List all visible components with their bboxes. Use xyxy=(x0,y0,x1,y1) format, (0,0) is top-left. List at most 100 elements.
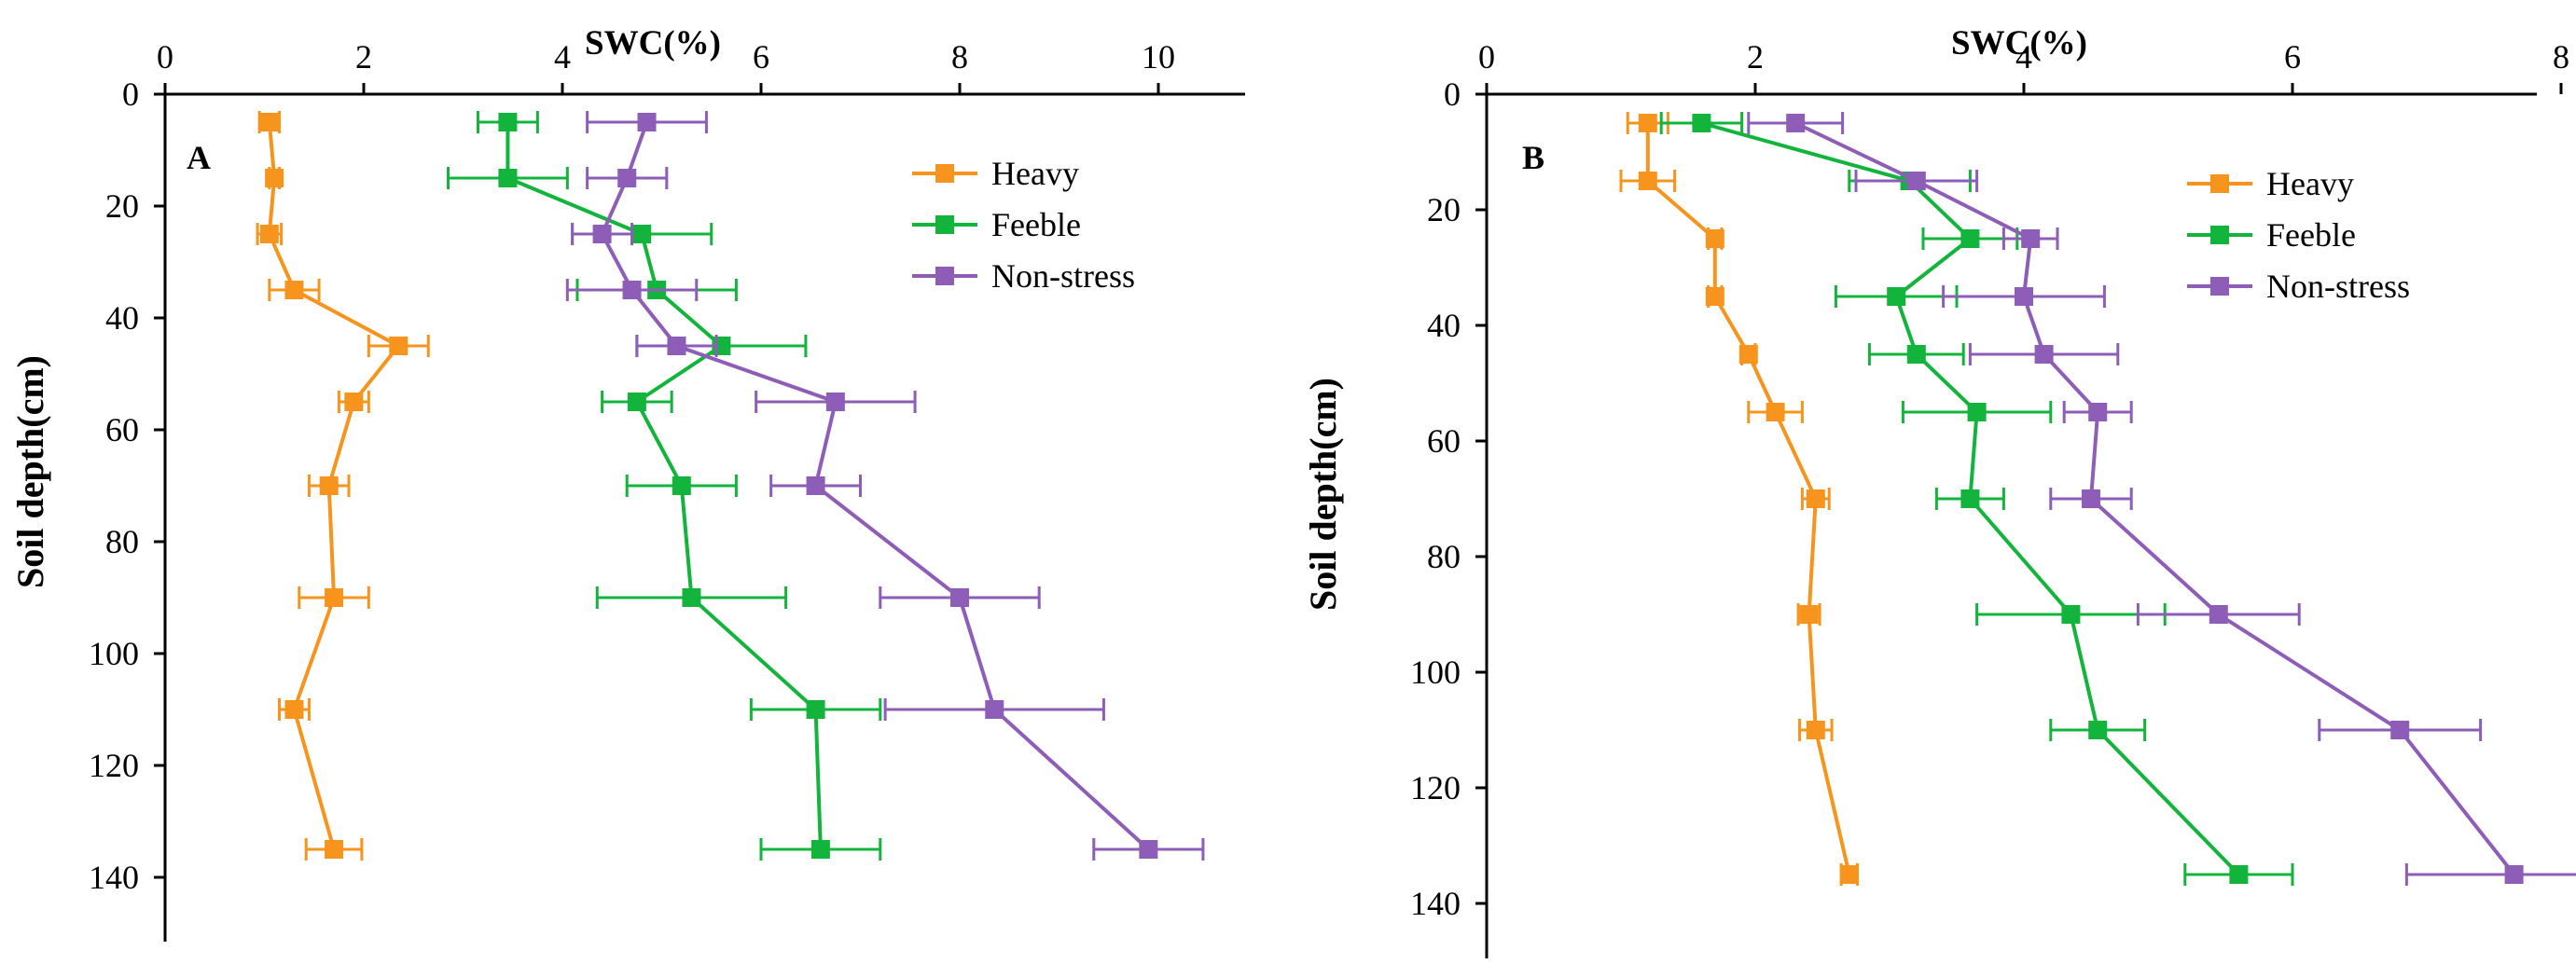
panel-b-x-tick-label: 0 xyxy=(1478,38,1495,76)
panel-b-x-tick-label: 6 xyxy=(2284,38,2301,76)
panel-b-heavy-point xyxy=(1766,403,1785,421)
panel-a-feeble-point xyxy=(498,169,518,187)
panel-a-feeble-line xyxy=(506,122,823,850)
panel-b-y-tick-label: 140 xyxy=(1410,885,1461,922)
panel-a-non-stress-point xyxy=(622,281,642,299)
panel-b-y-tick-label: 80 xyxy=(1427,538,1461,575)
panel-b-feeble-point xyxy=(1906,345,1926,364)
panel-a-non-stress-line xyxy=(600,121,1150,851)
panel-a-y-tick-label: 80 xyxy=(105,523,139,560)
panel-b-y-tick-label: 40 xyxy=(1427,307,1461,344)
panel-a-heavy-point xyxy=(284,281,304,299)
panel-b: B SWC(%) Soil depth(cm) 0 2 4 6 802040608010… xyxy=(1302,24,2576,958)
panel-b-non-stress-point xyxy=(2209,605,2228,624)
panel-a-heavy-point xyxy=(325,588,344,607)
panel-a-legend-marker xyxy=(935,267,954,285)
panel-b-heavy-point xyxy=(1638,114,1657,132)
panel-b-non-stress-point xyxy=(2082,489,2100,508)
panel-b-heavy-point xyxy=(1839,865,1859,884)
panel-a-x-tick-label: 8 xyxy=(951,38,968,76)
panel-b-legend-item-non-stress: Non-stress xyxy=(2187,268,2410,305)
panel-a-y-tick-label: 60 xyxy=(105,411,139,448)
panel-a-non-stress-point xyxy=(1139,840,1158,859)
panel-b-feeble-point xyxy=(2229,865,2249,884)
panel-a-y-tick-label: 0 xyxy=(122,76,139,113)
panel-a-x-tick-label: 4 xyxy=(554,38,571,76)
panel-b-y-tick-label: 120 xyxy=(1410,769,1461,806)
panel-b-feeble-point xyxy=(1960,489,1980,508)
panel-b-x-tick-label: 4 xyxy=(2015,38,2032,76)
panel-b-series-feeble xyxy=(1659,112,2294,886)
panel-b-legend-label: Heavy xyxy=(2266,165,2354,202)
panel-a-heavy-point xyxy=(265,169,284,187)
panel-a-legend-label: Non-stress xyxy=(991,257,1135,295)
panel-a-legend-item-heavy: Heavy xyxy=(912,155,1079,192)
panel-a-x-tick-label: 2 xyxy=(355,38,372,76)
panel-b-legend-label: Non-stress xyxy=(2266,268,2410,305)
panel-a-y-tick-label: 100 xyxy=(89,635,139,672)
panel-b-legend-marker xyxy=(2210,174,2229,193)
panel-a-series-heavy xyxy=(256,111,430,861)
panel-a-feeble-point xyxy=(627,393,646,411)
panel-b-non-stress-point xyxy=(1906,172,1926,190)
panel-b-feeble-point xyxy=(1887,287,1906,306)
panel-a-feeble-point xyxy=(810,840,830,859)
panel-a-y-tick-label: 140 xyxy=(89,859,139,896)
panel-b-x-tick-label: 8 xyxy=(2553,38,2569,76)
panel-b-non-stress-line xyxy=(1794,121,2516,876)
panel-b-heavy-point xyxy=(1638,172,1657,190)
panel-a-legend-item-feeble: Feeble xyxy=(912,206,1081,243)
panel-b-non-stress-point xyxy=(2390,721,2410,739)
panel-a-non-stress-point xyxy=(950,588,969,607)
panel-a-heavy-point xyxy=(284,700,304,719)
panel-a-non-stress-point xyxy=(825,393,845,411)
panel-a-feeble-point xyxy=(682,588,701,607)
panel-b-heavy-point xyxy=(1705,287,1724,306)
panel-b-heavy-point xyxy=(1806,721,1825,739)
panel-a-non-stress-point xyxy=(806,476,825,495)
panel-a-series-non-stress xyxy=(565,111,1205,861)
panel-a-legend-marker xyxy=(935,164,954,183)
panel-a-heavy-point xyxy=(259,113,279,131)
panel-b-non-stress-point xyxy=(1786,114,1806,132)
panel-b-legend-label: Feeble xyxy=(2266,216,2356,254)
panel-b-feeble-point xyxy=(1692,114,1711,132)
panel-a-heavy-line xyxy=(267,121,402,850)
panel-a-x-axis-title: SWC(%) xyxy=(585,24,721,62)
panel-a-heavy-point xyxy=(389,337,409,355)
panel-a-y-tick-label: 40 xyxy=(105,299,139,337)
panel-a-feeble-point xyxy=(498,113,518,131)
panel-b-heavy-point xyxy=(1799,605,1819,624)
panel-b-feeble-point xyxy=(1967,403,1987,421)
panel-b-feeble-point xyxy=(1960,229,1980,248)
panel-b-series-non-stress xyxy=(1747,112,2576,886)
panel-b-non-stress-point xyxy=(2504,865,2524,884)
panel-a-heavy-point xyxy=(259,225,279,243)
panel-b-legend-item-feeble: Feeble xyxy=(2187,216,2356,254)
panel-b-x-tick-label: 2 xyxy=(1747,38,1764,76)
panel-a-heavy-point xyxy=(344,393,364,411)
panel-b-legend-marker xyxy=(2210,226,2229,244)
panel-b-heavy-point xyxy=(1705,229,1724,248)
panel-a-y-tick-label: 120 xyxy=(89,747,139,784)
panel-b-non-stress-point xyxy=(2088,403,2108,421)
panel-a-label: A xyxy=(187,139,211,176)
panel-a-feeble-point xyxy=(806,700,825,719)
panel-a-legend-label: Feeble xyxy=(991,206,1081,243)
panel-a-legend-marker xyxy=(935,215,954,234)
panel-a-non-stress-point xyxy=(592,225,612,243)
panel-b-heavy-point xyxy=(1806,489,1825,508)
panel-a-x-tick-label: 0 xyxy=(157,38,173,76)
panel-b-y-tick-label: 20 xyxy=(1427,191,1461,228)
panel-b-y-tick-label: 60 xyxy=(1427,422,1461,460)
panel-b-label: B xyxy=(1522,139,1544,176)
panel-a-non-stress-point xyxy=(617,169,637,187)
panel-b-legend-item-heavy: Heavy xyxy=(2187,165,2354,202)
panel-b-non-stress-point xyxy=(2015,287,2033,306)
panel-b-non-stress-point xyxy=(2034,345,2054,364)
panel-a-x-tick-label: 10 xyxy=(1142,38,1175,76)
panel-b-y-tick-label: 0 xyxy=(1444,76,1461,113)
panel-b-heavy-line xyxy=(1645,123,1851,875)
panel-b-non-stress-point xyxy=(2021,229,2041,248)
